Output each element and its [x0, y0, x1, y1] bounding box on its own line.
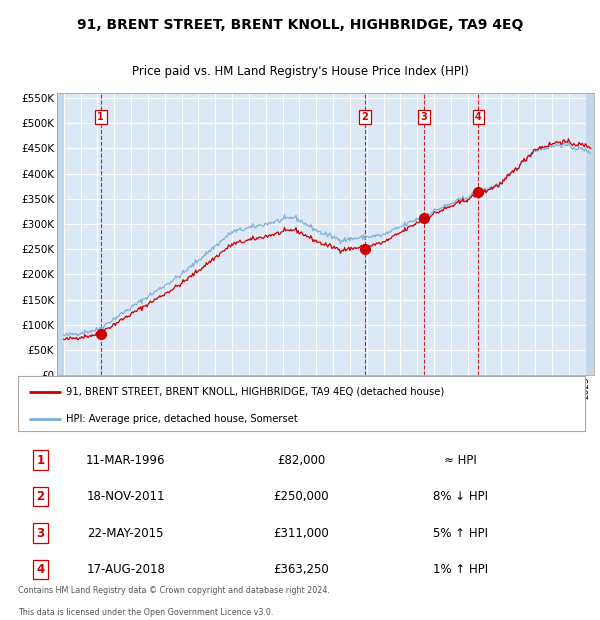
Text: HPI: Average price, detached house, Somerset: HPI: Average price, detached house, Some… — [66, 414, 298, 424]
Bar — [57, 93, 64, 375]
Text: ≈ HPI: ≈ HPI — [444, 454, 476, 467]
Text: 11-MAR-1996: 11-MAR-1996 — [86, 454, 166, 467]
Text: 1: 1 — [97, 112, 104, 122]
Text: 8% ↓ HPI: 8% ↓ HPI — [433, 490, 488, 503]
Bar — [586, 93, 594, 375]
Text: 5% ↑ HPI: 5% ↑ HPI — [433, 526, 488, 539]
Text: Price paid vs. HM Land Registry's House Price Index (HPI): Price paid vs. HM Land Registry's House … — [131, 64, 469, 78]
Text: This data is licensed under the Open Government Licence v3.0.: This data is licensed under the Open Gov… — [18, 608, 274, 617]
Text: 2: 2 — [361, 112, 368, 122]
Text: 2: 2 — [37, 490, 45, 503]
Text: 3: 3 — [421, 112, 427, 122]
Text: £311,000: £311,000 — [274, 526, 329, 539]
Text: 17-AUG-2018: 17-AUG-2018 — [86, 563, 165, 576]
Text: £363,250: £363,250 — [274, 563, 329, 576]
Text: 1: 1 — [37, 454, 45, 467]
Text: £250,000: £250,000 — [274, 490, 329, 503]
Text: 91, BRENT STREET, BRENT KNOLL, HIGHBRIDGE, TA9 4EQ (detached house): 91, BRENT STREET, BRENT KNOLL, HIGHBRIDG… — [66, 387, 445, 397]
Text: 18-NOV-2011: 18-NOV-2011 — [86, 490, 165, 503]
Text: £82,000: £82,000 — [277, 454, 326, 467]
Text: 1% ↑ HPI: 1% ↑ HPI — [433, 563, 488, 576]
Text: 4: 4 — [475, 112, 482, 122]
Text: 3: 3 — [37, 526, 45, 539]
Text: Contains HM Land Registry data © Crown copyright and database right 2024.: Contains HM Land Registry data © Crown c… — [18, 586, 330, 595]
Text: 22-MAY-2015: 22-MAY-2015 — [88, 526, 164, 539]
Text: 4: 4 — [37, 563, 45, 576]
Text: 91, BRENT STREET, BRENT KNOLL, HIGHBRIDGE, TA9 4EQ: 91, BRENT STREET, BRENT KNOLL, HIGHBRIDG… — [77, 18, 523, 32]
